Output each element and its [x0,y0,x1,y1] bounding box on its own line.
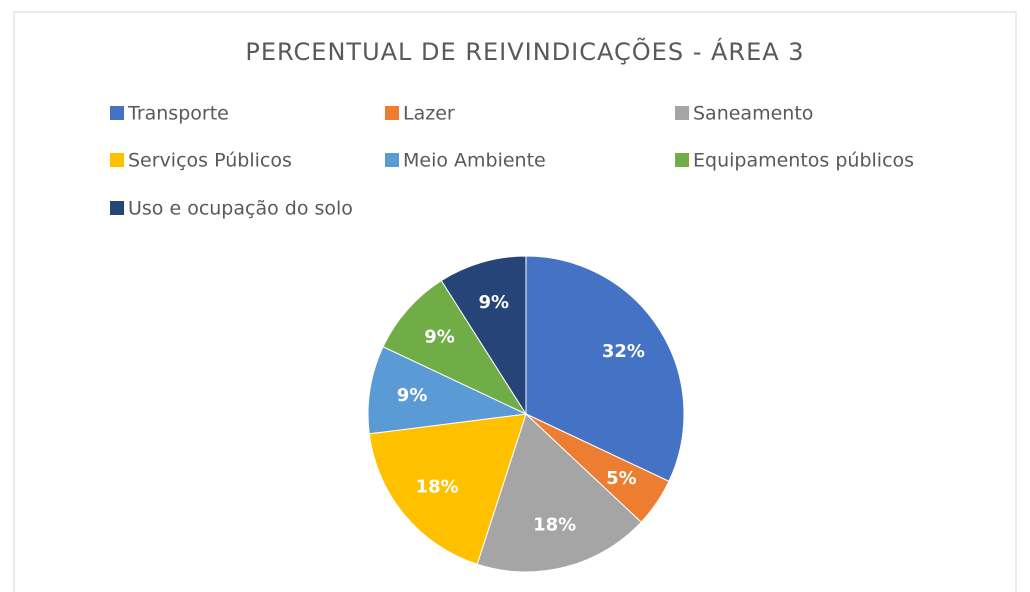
legend-label: Lazer [403,103,455,125]
legend-label: Transporte [127,103,229,125]
legend-swatch [675,153,689,167]
pie-slice [368,413,527,565]
data-label: 18% [533,515,576,536]
data-label: 9% [397,385,428,406]
data-label: 18% [416,477,459,498]
legend-label: Equipamentos públicos [693,150,914,172]
data-label: 5% [606,468,637,489]
pie-slice [525,255,685,482]
data-label: 32% [602,341,645,362]
legend-swatch [675,106,689,120]
data-label: 9% [424,327,455,348]
pie-slice [382,279,528,416]
legend-label: Uso e ocupação do solo [128,198,353,220]
legend-label: Saneamento [693,103,813,125]
legend-swatch [110,201,124,215]
pie-slice [440,255,527,416]
pie-slice [367,346,528,435]
legend-label: Serviços Públicos [128,150,292,172]
pie-slice [476,413,642,573]
legend-swatch [110,153,124,167]
legend-swatch [110,106,124,120]
legend-swatch [385,153,399,167]
legend-label: Meio Ambiente [403,150,546,172]
data-label: 9% [479,292,510,313]
legend-swatch [385,106,399,120]
chart-title: PERCENTUAL DE REIVINDICAÇÕES - ÁREA 3 [245,36,804,66]
